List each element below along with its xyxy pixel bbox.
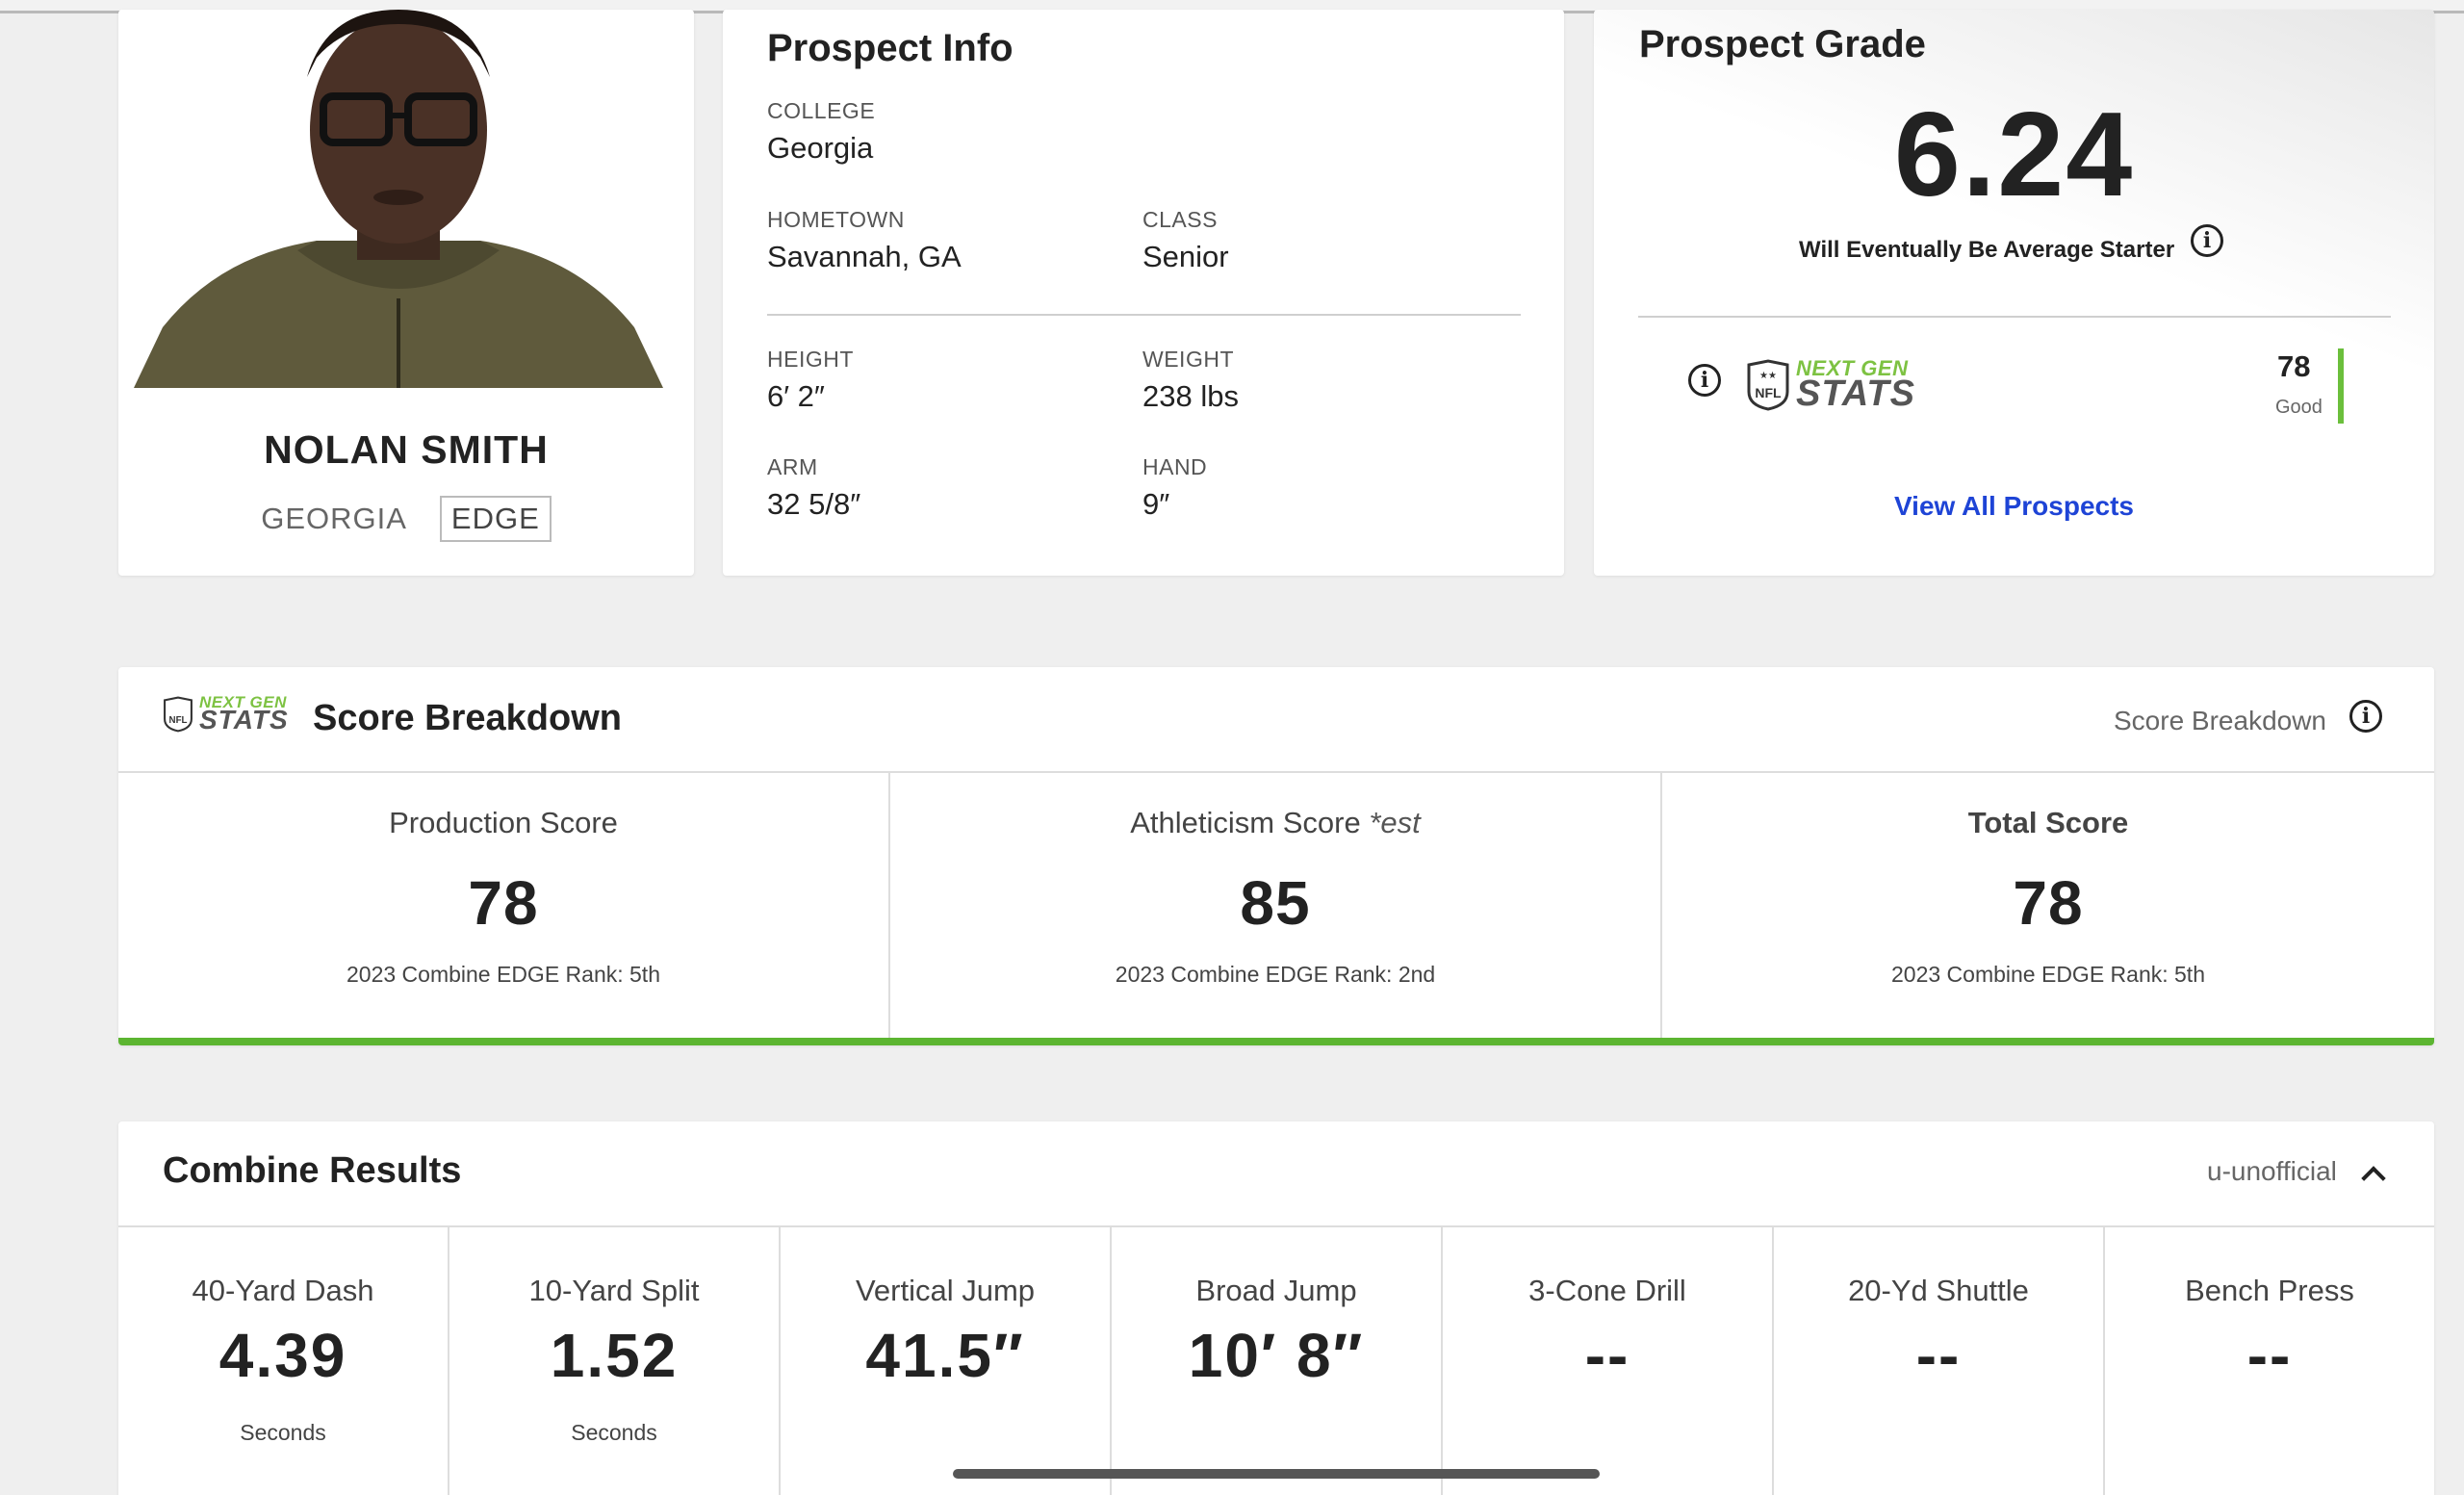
score-breakdown-header: NFL NEXT GEN STATS Score Breakdown Score… bbox=[118, 667, 2434, 773]
total-score-value: 78 bbox=[2013, 868, 2084, 938]
drill-label: Broad Jump bbox=[1195, 1274, 1357, 1307]
college-label: COLLEGE bbox=[767, 98, 876, 123]
production-score-rank: 2023 Combine EDGE Rank: 5th bbox=[346, 962, 660, 987]
drill-10-yard-split: 10-Yard Split 1.52 Seconds bbox=[449, 1227, 781, 1495]
prospect-grade-card: Prospect Grade 6.24 Will Eventually Be A… bbox=[1594, 10, 2434, 576]
drill-unit: Seconds bbox=[571, 1420, 657, 1445]
player-meta: GEORGIA EDGE bbox=[118, 496, 694, 542]
prospect-info-card: Prospect Info COLLEGE Georgia HOMETOWN S… bbox=[723, 10, 1564, 576]
height-value: 6′ 2″ bbox=[767, 379, 825, 413]
drill-value: 4.39 bbox=[218, 1321, 347, 1390]
drill-value: 41.5″ bbox=[865, 1321, 1025, 1390]
ngs-score: 78 bbox=[2277, 349, 2311, 383]
college-value: Georgia bbox=[767, 131, 874, 165]
player-school: GEORGIA bbox=[261, 502, 407, 535]
nfl-shield-icon: NFL ★★ bbox=[1747, 359, 1789, 411]
grade-value: 6.24 bbox=[1893, 89, 2135, 221]
player-card: NOLAN SMITH GEORGIA EDGE bbox=[118, 10, 694, 576]
drill-vertical-jump: Vertical Jump 41.5″ bbox=[781, 1227, 1112, 1495]
grade-divider bbox=[1638, 316, 2391, 318]
player-position-badge: EDGE bbox=[439, 496, 552, 542]
drill-label: 10-Yard Split bbox=[528, 1274, 700, 1307]
grade-description: Will Eventually Be Average Starter bbox=[1799, 237, 2175, 263]
drill-label: 3-Cone Drill bbox=[1528, 1274, 1686, 1307]
drill-20-yd-shuttle: 20-Yd Shuttle -- bbox=[1774, 1227, 2105, 1495]
drill-unit: Seconds bbox=[240, 1420, 326, 1445]
athleticism-score-label: Athleticism Score *est bbox=[1130, 806, 1421, 839]
player-headshot bbox=[134, 10, 663, 388]
next-gen-stats-logo: NFL ★★ NEXT GEN STATS bbox=[1746, 358, 1915, 412]
score-breakdown-title: Score Breakdown bbox=[313, 698, 622, 738]
view-all-prospects-link[interactable]: View All Prospects bbox=[1894, 491, 2134, 521]
chevron-up-icon[interactable] bbox=[2361, 1166, 2386, 1191]
ngs-info-icon[interactable]: i bbox=[1688, 364, 1721, 397]
drill-label: 20-Yd Shuttle bbox=[1848, 1274, 2029, 1307]
combine-results-card: Combine Results u-unofficial 40-Yard Das… bbox=[118, 1121, 2434, 1495]
prospect-grade-title: Prospect Grade bbox=[1639, 23, 1926, 65]
class-value: Senior bbox=[1142, 240, 1229, 273]
athleticism-est-note: *est bbox=[1369, 806, 1421, 839]
drill-broad-jump: Broad Jump 10′ 8″ bbox=[1112, 1227, 1443, 1495]
ngs-next-text: NEXT GEN bbox=[1796, 356, 1909, 380]
ngs-next-text: NEXT GEN bbox=[199, 693, 287, 711]
drill-value: 10′ 8″ bbox=[1188, 1321, 1365, 1390]
next-gen-stats-logo-small: NFL NEXT GEN STATS bbox=[163, 694, 289, 734]
drill-40-yard-dash: 40-Yard Dash 4.39 Seconds bbox=[118, 1227, 449, 1495]
athleticism-score-value: 85 bbox=[1240, 868, 1311, 938]
combine-results-title: Combine Results bbox=[163, 1150, 462, 1191]
total-score-label: Total Score bbox=[1967, 806, 2129, 839]
drill-value: 1.52 bbox=[550, 1321, 679, 1390]
production-score-label: Production Score bbox=[389, 806, 618, 839]
drill-label: Vertical Jump bbox=[855, 1274, 1036, 1307]
drill-value: -- bbox=[1915, 1321, 1962, 1390]
total-score-panel: Total Score 78 2023 Combine EDGE Rank: 5… bbox=[1662, 773, 2434, 1045]
score-breakdown-right-label: Score Breakdown bbox=[2114, 706, 2327, 735]
drill-value: -- bbox=[2246, 1321, 2293, 1390]
svg-text:NFL: NFL bbox=[169, 715, 188, 726]
ngs-stats-text: STATS bbox=[1796, 374, 1915, 414]
production-score-panel: Production Score 78 2023 Combine EDGE Ra… bbox=[118, 773, 890, 1045]
athleticism-score-panel: Athleticism Score *est 85 2023 Combine E… bbox=[890, 773, 1662, 1045]
drill-label: Bench Press bbox=[2185, 1274, 2354, 1307]
total-score-rank: 2023 Combine EDGE Rank: 5th bbox=[1890, 962, 2205, 987]
drill-value: -- bbox=[1584, 1321, 1630, 1390]
score-breakdown-accent-bar bbox=[118, 1038, 2434, 1045]
svg-text:★★: ★★ bbox=[1759, 371, 1777, 381]
production-score-value: 78 bbox=[468, 868, 539, 938]
score-breakdown-card: NFL NEXT GEN STATS Score Breakdown Score… bbox=[118, 667, 2434, 1045]
arm-value: 32 5/8″ bbox=[767, 487, 861, 521]
ngs-rating-bar bbox=[2338, 348, 2344, 424]
hometown-label: HOMETOWN bbox=[767, 207, 905, 232]
combine-results-header[interactable]: Combine Results u-unofficial bbox=[118, 1121, 2434, 1227]
drill-3-cone: 3-Cone Drill -- bbox=[1443, 1227, 1774, 1495]
drill-bench-press: Bench Press -- bbox=[2105, 1227, 2434, 1495]
svg-text:NFL: NFL bbox=[1755, 385, 1782, 400]
hand-label: HAND bbox=[1142, 454, 1208, 479]
class-label: CLASS bbox=[1142, 207, 1218, 232]
hand-value: 9″ bbox=[1142, 487, 1170, 521]
weight-label: WEIGHT bbox=[1142, 347, 1234, 372]
prospect-info-title: Prospect Info bbox=[767, 27, 1014, 69]
height-label: HEIGHT bbox=[767, 347, 854, 372]
player-name: NOLAN SMITH bbox=[264, 427, 549, 472]
info-divider bbox=[767, 314, 1521, 316]
drill-label: 40-Yard Dash bbox=[192, 1274, 374, 1307]
nfl-shield-icon: NFL bbox=[164, 696, 192, 732]
hometown-value: Savannah, GA bbox=[767, 240, 962, 273]
ngs-stats-text: STATS bbox=[199, 705, 289, 735]
home-indicator[interactable] bbox=[953, 1469, 1600, 1479]
weight-value: 238 lbs bbox=[1142, 379, 1239, 413]
athleticism-score-rank: 2023 Combine EDGE Rank: 2nd bbox=[1115, 962, 1436, 987]
unofficial-legend: u-unofficial bbox=[2207, 1156, 2337, 1186]
arm-label: ARM bbox=[767, 454, 818, 479]
ngs-rating: Good bbox=[2275, 397, 2323, 418]
grade-info-icon[interactable]: i bbox=[2191, 224, 2223, 257]
score-breakdown-info-icon[interactable]: i bbox=[2349, 700, 2382, 733]
